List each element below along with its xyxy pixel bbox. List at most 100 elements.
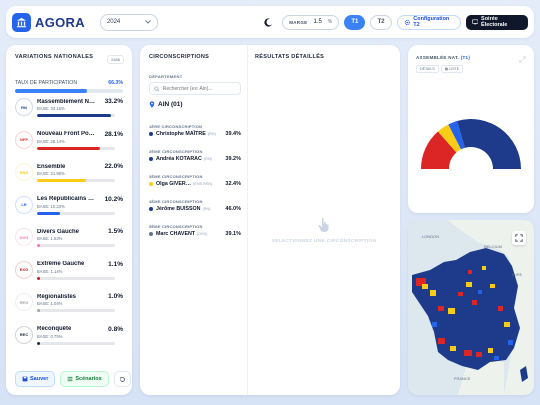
party-logo: EXG <box>15 260 33 279</box>
party-fill <box>37 114 111 117</box>
party-top: Les Républicains … 10.2% <box>37 196 123 203</box>
party-logo: NFP <box>15 130 33 149</box>
tab-list[interactable]: ▦ LISTE <box>440 65 464 73</box>
year-value: 2024 <box>106 19 121 25</box>
party-base: BASE: 28.14% <box>37 138 65 144</box>
party-percent: 1.0% <box>108 293 123 300</box>
party-row[interactable]: RN Rassemblement N… 33.2% BASE: 33.16% <box>15 98 123 126</box>
fullscreen-button[interactable] <box>512 231 526 245</box>
soiree-electorale-button[interactable]: Soirée Électorale <box>465 14 528 30</box>
party-info: Rassemblement N… 33.2% BASE: 33.16% <box>37 98 123 117</box>
party-info: Régionalistes 1.0% BASE: 1.04% <box>37 293 123 312</box>
land-south <box>458 360 504 395</box>
circonscriptions-column: CIRCONSCRIPTIONS DÉPARTEMENT AIN (01) 1È… <box>140 45 248 395</box>
reset-button[interactable] <box>113 371 131 387</box>
scenarios-button[interactable]: Scénarios <box>60 371 109 387</box>
party-name: Régionalistes <box>37 293 77 300</box>
app-logo[interactable]: AGORA <box>12 12 85 32</box>
party-slider[interactable] <box>37 309 115 312</box>
circonscription-patches <box>416 266 513 360</box>
party-base: BASE: 1.14% <box>37 268 63 274</box>
candidate-percent: 32.4% <box>225 181 241 187</box>
party-name: Rassemblement N… <box>37 98 96 105</box>
hemicycle-chart <box>421 119 521 169</box>
party-top: Divers Gauche 1.5% <box>37 228 123 235</box>
expand-icon[interactable] <box>519 56 526 63</box>
results-title: RÉSULTATS DÉTAILLÉS <box>255 54 325 60</box>
party-info: Extrême Gauche 1.1% BASE: 1.14% <box>37 261 123 280</box>
party-slider[interactable] <box>37 276 115 280</box>
party-percent: 1.1% <box>108 260 123 268</box>
france-map[interactable]: LONDON BELGIUM EURE FRANCE <box>408 220 534 395</box>
moon-icon[interactable] <box>263 16 274 28</box>
hemicycle-segment[interactable] <box>421 131 457 169</box>
marge-value[interactable]: 1.5 <box>313 19 322 25</box>
party-slider[interactable] <box>37 341 115 345</box>
party-slider[interactable] <box>37 179 115 182</box>
tab-t1[interactable]: T1 <box>344 14 366 30</box>
party-dot <box>149 182 153 186</box>
party-logo-text: RN <box>21 104 27 110</box>
party-logo: LR <box>15 195 33 214</box>
party-percent: 33.2% <box>104 98 123 105</box>
party-logo-text: REC <box>19 332 29 337</box>
party-logo: REC <box>15 325 33 344</box>
national-variations-panel: VARIATIONS NATIONALES 2486 TAUX DE PARTI… <box>6 45 132 395</box>
empty-state: SÉLECTIONNEZ UNE CIRCONSCRIPTION <box>248 217 400 244</box>
party-top: Régionalistes 1.0% <box>37 293 123 300</box>
party-logo-text: LR <box>21 202 27 207</box>
scenarios-label: Scénarios <box>75 376 102 382</box>
circo-item[interactable]: 3ÈME CIRCONSCRIPTION Olga GIVER… (ENS REN)… <box>149 174 241 187</box>
hemicycle-segment[interactable] <box>437 124 462 153</box>
marge-control[interactable]: MARGE 1.5 % <box>282 14 340 30</box>
circo-item[interactable]: 2ÈME CIRCONSCRIPTION Andréa KOTARAC (RN) 39… <box>149 149 241 162</box>
candidate-nuance: (RN) <box>202 207 211 211</box>
party-base: BASE: 1.53% <box>37 236 63 241</box>
circo-item[interactable]: 5ÈME CIRCONSCRIPTION Marc CHAVENT (DSV) 39.… <box>149 224 241 237</box>
party-row[interactable]: EXG Extrême Gauche 1.1% BASE: 1.14% <box>15 260 123 289</box>
map-panel[interactable]: LONDON BELGIUM EURE FRANCE <box>408 220 534 395</box>
hemicycle-segment[interactable] <box>457 119 521 169</box>
party-slider[interactable] <box>37 244 115 247</box>
party-row[interactable]: NFP Nouveau Front Po… 28.1% BASE: 28.14% <box>15 130 123 159</box>
candidate-name: Jérôme BUISSON <box>156 206 201 212</box>
party-dot <box>149 232 153 236</box>
tab-t2[interactable]: T2 <box>370 14 392 30</box>
map-label-eure: EURE <box>512 273 523 277</box>
search-input[interactable] <box>162 85 236 92</box>
circo-item[interactable]: 4ÈME CIRCONSCRIPTION Jérôme BUISSON (RN) 46… <box>149 199 241 212</box>
party-info: Reconquête 0.8% BASE: 0.75% <box>37 326 123 345</box>
party-slider[interactable] <box>37 114 115 117</box>
tab-details[interactable]: DÉTAILS <box>416 65 439 73</box>
reset-icon <box>119 376 125 382</box>
department-search[interactable] <box>149 82 241 95</box>
party-fill <box>37 341 41 345</box>
candidate-percent: 39.4% <box>225 131 241 137</box>
hemicycle-segment[interactable] <box>448 120 465 150</box>
party-logo-text: DVG <box>19 234 29 240</box>
circo-item[interactable]: 1ÈRE CIRCONSCRIPTION Christophe MAÎTRE (RN… <box>149 124 241 137</box>
save-button[interactable]: Sauver <box>15 371 56 387</box>
party-slider[interactable] <box>37 211 115 215</box>
party-row[interactable]: REG Régionalistes 1.0% BASE: 1.04% <box>15 293 123 321</box>
party-logo: REG <box>15 293 33 311</box>
marge-unit: % <box>327 19 333 25</box>
party-base: BASE: 1.04% <box>37 301 63 306</box>
party-percent: 10.2% <box>104 195 123 203</box>
party-top: Nouveau Front Po… 28.1% <box>37 131 123 138</box>
party-row[interactable]: REC Reconquête 0.8% BASE: 0.75% <box>15 325 123 354</box>
party-row[interactable]: ENS Ensemble 22.0% BASE: 21.98% <box>15 163 123 191</box>
participation-slider[interactable] <box>15 89 123 93</box>
party-row[interactable]: LR Les Républicains … 10.2% BASE: 10.23% <box>15 195 123 224</box>
participation-row: TAUX DE PARTICIPATION 66.3% <box>15 80 123 86</box>
party-fill <box>37 146 100 150</box>
tab-list-label: LISTE <box>449 67 460 71</box>
party-slider[interactable] <box>37 146 115 150</box>
config-t2-button[interactable]: Configuration T2 <box>396 14 461 30</box>
party-fill <box>37 244 41 247</box>
config-label: Configuration T2 <box>413 16 450 28</box>
year-select[interactable]: 2024 <box>99 13 159 31</box>
circo-row: Christophe MAÎTRE (RN) 39.4% <box>149 131 241 137</box>
circo-label: 2ÈME CIRCONSCRIPTION <box>149 149 203 154</box>
party-row[interactable]: DVG Divers Gauche 1.5% BASE: 1.53% <box>15 228 123 256</box>
